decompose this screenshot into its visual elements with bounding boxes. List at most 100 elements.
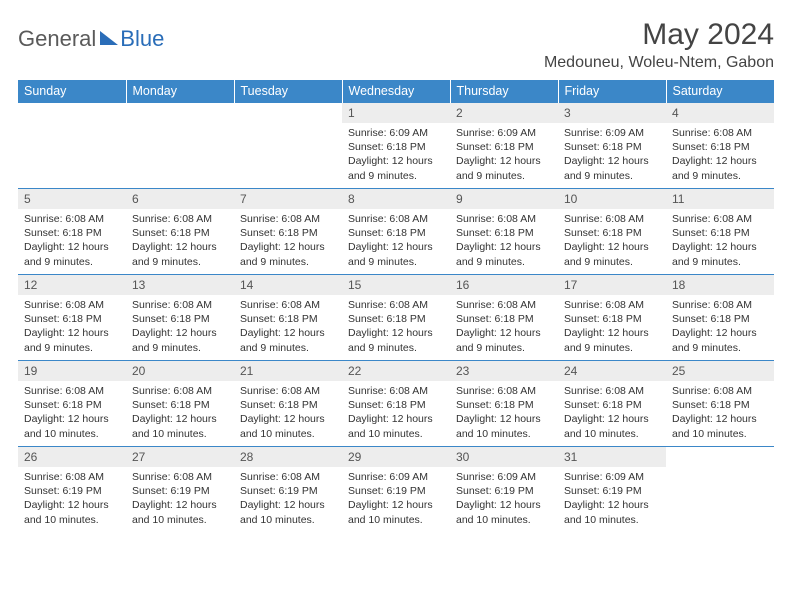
calendar-cell: 7Sunrise: 6:08 AMSunset: 6:18 PMDaylight…: [234, 189, 342, 275]
calendar-cell: 23Sunrise: 6:08 AMSunset: 6:18 PMDayligh…: [450, 361, 558, 447]
title-block: May 2024 Medouneu, Woleu-Ntem, Gabon: [544, 18, 774, 72]
calendar-row: 5Sunrise: 6:08 AMSunset: 6:18 PMDaylight…: [18, 189, 774, 275]
day-number: 7: [234, 189, 342, 209]
location: Medouneu, Woleu-Ntem, Gabon: [544, 54, 774, 72]
logo-text-blue: Blue: [120, 26, 164, 52]
day-header: Wednesday: [342, 80, 450, 103]
calendar-cell: [234, 103, 342, 189]
day-number: 3: [558, 103, 666, 123]
day-details: Sunrise: 6:09 AMSunset: 6:18 PMDaylight:…: [558, 123, 666, 187]
day-number: 28: [234, 447, 342, 467]
day-details: Sunrise: 6:08 AMSunset: 6:18 PMDaylight:…: [342, 381, 450, 445]
calendar-row: 19Sunrise: 6:08 AMSunset: 6:18 PMDayligh…: [18, 361, 774, 447]
day-details: Sunrise: 6:08 AMSunset: 6:18 PMDaylight:…: [342, 209, 450, 273]
calendar-cell: 8Sunrise: 6:08 AMSunset: 6:18 PMDaylight…: [342, 189, 450, 275]
calendar-cell: 29Sunrise: 6:09 AMSunset: 6:19 PMDayligh…: [342, 447, 450, 533]
day-number: 24: [558, 361, 666, 381]
calendar-cell: 14Sunrise: 6:08 AMSunset: 6:18 PMDayligh…: [234, 275, 342, 361]
day-details: Sunrise: 6:08 AMSunset: 6:18 PMDaylight:…: [18, 295, 126, 359]
calendar-cell: 30Sunrise: 6:09 AMSunset: 6:19 PMDayligh…: [450, 447, 558, 533]
day-header: Sunday: [18, 80, 126, 103]
day-number: 15: [342, 275, 450, 295]
day-details: Sunrise: 6:08 AMSunset: 6:18 PMDaylight:…: [234, 295, 342, 359]
calendar-cell: 27Sunrise: 6:08 AMSunset: 6:19 PMDayligh…: [126, 447, 234, 533]
day-details: Sunrise: 6:08 AMSunset: 6:18 PMDaylight:…: [18, 381, 126, 445]
calendar-cell: 9Sunrise: 6:08 AMSunset: 6:18 PMDaylight…: [450, 189, 558, 275]
calendar-cell: 19Sunrise: 6:08 AMSunset: 6:18 PMDayligh…: [18, 361, 126, 447]
calendar-cell: 25Sunrise: 6:08 AMSunset: 6:18 PMDayligh…: [666, 361, 774, 447]
calendar-cell: 28Sunrise: 6:08 AMSunset: 6:19 PMDayligh…: [234, 447, 342, 533]
calendar-cell: 4Sunrise: 6:08 AMSunset: 6:18 PMDaylight…: [666, 103, 774, 189]
day-header: Thursday: [450, 80, 558, 103]
day-details: Sunrise: 6:08 AMSunset: 6:18 PMDaylight:…: [126, 209, 234, 273]
day-details: Sunrise: 6:08 AMSunset: 6:18 PMDaylight:…: [558, 381, 666, 445]
calendar-cell: 12Sunrise: 6:08 AMSunset: 6:18 PMDayligh…: [18, 275, 126, 361]
day-details: Sunrise: 6:08 AMSunset: 6:18 PMDaylight:…: [126, 295, 234, 359]
day-number: 26: [18, 447, 126, 467]
calendar-table: SundayMondayTuesdayWednesdayThursdayFrid…: [18, 80, 774, 533]
day-number: 2: [450, 103, 558, 123]
calendar-row: 1Sunrise: 6:09 AMSunset: 6:18 PMDaylight…: [18, 103, 774, 189]
month-year: May 2024: [544, 18, 774, 52]
calendar-cell: 16Sunrise: 6:08 AMSunset: 6:18 PMDayligh…: [450, 275, 558, 361]
logo-triangle-icon: [100, 31, 118, 45]
day-details: Sunrise: 6:08 AMSunset: 6:19 PMDaylight:…: [18, 467, 126, 531]
calendar-cell: 31Sunrise: 6:09 AMSunset: 6:19 PMDayligh…: [558, 447, 666, 533]
day-number: 17: [558, 275, 666, 295]
day-number: 14: [234, 275, 342, 295]
day-details: Sunrise: 6:08 AMSunset: 6:19 PMDaylight:…: [234, 467, 342, 531]
day-details: Sunrise: 6:08 AMSunset: 6:18 PMDaylight:…: [234, 209, 342, 273]
day-number: 25: [666, 361, 774, 381]
day-details: Sunrise: 6:08 AMSunset: 6:18 PMDaylight:…: [450, 295, 558, 359]
calendar-head: SundayMondayTuesdayWednesdayThursdayFrid…: [18, 80, 774, 103]
calendar-cell: 20Sunrise: 6:08 AMSunset: 6:18 PMDayligh…: [126, 361, 234, 447]
calendar-cell: 13Sunrise: 6:08 AMSunset: 6:18 PMDayligh…: [126, 275, 234, 361]
day-number: 21: [234, 361, 342, 381]
calendar-cell: 11Sunrise: 6:08 AMSunset: 6:18 PMDayligh…: [666, 189, 774, 275]
calendar-cell: 22Sunrise: 6:08 AMSunset: 6:18 PMDayligh…: [342, 361, 450, 447]
day-number: 27: [126, 447, 234, 467]
calendar-cell: [18, 103, 126, 189]
calendar-cell: 3Sunrise: 6:09 AMSunset: 6:18 PMDaylight…: [558, 103, 666, 189]
day-number: 19: [18, 361, 126, 381]
day-header: Friday: [558, 80, 666, 103]
day-number: 4: [666, 103, 774, 123]
day-details: Sunrise: 6:09 AMSunset: 6:19 PMDaylight:…: [558, 467, 666, 531]
day-details: Sunrise: 6:09 AMSunset: 6:19 PMDaylight:…: [450, 467, 558, 531]
calendar-cell: 1Sunrise: 6:09 AMSunset: 6:18 PMDaylight…: [342, 103, 450, 189]
header: General Blue May 2024 Medouneu, Woleu-Nt…: [18, 18, 774, 72]
calendar-cell: 15Sunrise: 6:08 AMSunset: 6:18 PMDayligh…: [342, 275, 450, 361]
day-details: Sunrise: 6:08 AMSunset: 6:18 PMDaylight:…: [18, 209, 126, 273]
day-header: Saturday: [666, 80, 774, 103]
day-details: Sunrise: 6:08 AMSunset: 6:18 PMDaylight:…: [558, 209, 666, 273]
day-details: Sunrise: 6:08 AMSunset: 6:18 PMDaylight:…: [666, 123, 774, 187]
day-number: 18: [666, 275, 774, 295]
calendar-cell: 21Sunrise: 6:08 AMSunset: 6:18 PMDayligh…: [234, 361, 342, 447]
calendar-cell: 24Sunrise: 6:08 AMSunset: 6:18 PMDayligh…: [558, 361, 666, 447]
day-details: Sunrise: 6:08 AMSunset: 6:18 PMDaylight:…: [666, 381, 774, 445]
day-number: 6: [126, 189, 234, 209]
day-details: Sunrise: 6:08 AMSunset: 6:18 PMDaylight:…: [342, 295, 450, 359]
day-number: 10: [558, 189, 666, 209]
day-number: 23: [450, 361, 558, 381]
day-number: 20: [126, 361, 234, 381]
day-details: Sunrise: 6:09 AMSunset: 6:18 PMDaylight:…: [342, 123, 450, 187]
day-number: 31: [558, 447, 666, 467]
day-header: Tuesday: [234, 80, 342, 103]
day-details: Sunrise: 6:08 AMSunset: 6:18 PMDaylight:…: [234, 381, 342, 445]
logo: General Blue: [18, 18, 164, 52]
day-details: Sunrise: 6:08 AMSunset: 6:18 PMDaylight:…: [450, 381, 558, 445]
day-number: 12: [18, 275, 126, 295]
day-number: 8: [342, 189, 450, 209]
day-details: Sunrise: 6:09 AMSunset: 6:19 PMDaylight:…: [342, 467, 450, 531]
day-details: Sunrise: 6:08 AMSunset: 6:18 PMDaylight:…: [450, 209, 558, 273]
day-details: Sunrise: 6:08 AMSunset: 6:18 PMDaylight:…: [666, 295, 774, 359]
calendar-cell: 26Sunrise: 6:08 AMSunset: 6:19 PMDayligh…: [18, 447, 126, 533]
day-number: 13: [126, 275, 234, 295]
day-details: Sunrise: 6:08 AMSunset: 6:18 PMDaylight:…: [126, 381, 234, 445]
day-number: 30: [450, 447, 558, 467]
day-number: 9: [450, 189, 558, 209]
day-details: Sunrise: 6:09 AMSunset: 6:18 PMDaylight:…: [450, 123, 558, 187]
day-number: 16: [450, 275, 558, 295]
calendar-cell: 10Sunrise: 6:08 AMSunset: 6:18 PMDayligh…: [558, 189, 666, 275]
